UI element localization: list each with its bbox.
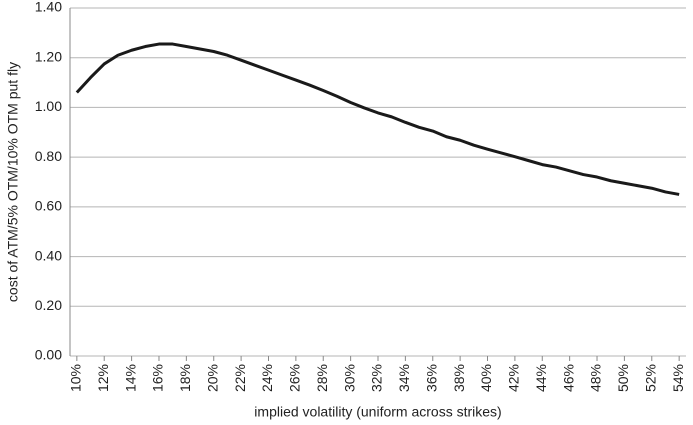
x-tick-label: 32% <box>369 364 385 392</box>
y-tick-label: 0.20 <box>35 297 62 313</box>
x-tick-label: 18% <box>177 364 193 392</box>
x-tick-label: 50% <box>615 364 631 392</box>
x-tick-label: 38% <box>451 364 467 392</box>
y-tick-label: 1.00 <box>35 98 62 114</box>
y-tick-label: 0.00 <box>35 347 62 363</box>
x-tick-label: 46% <box>560 364 576 392</box>
y-tick-label: 0.40 <box>35 247 62 263</box>
x-tick-label: 22% <box>232 364 248 392</box>
x-tick-label: 26% <box>287 364 303 392</box>
y-axis-title: cost of ATM/5% OTM/10% OTM put fly <box>5 62 21 302</box>
x-tick-label: 48% <box>588 364 604 392</box>
x-tick-label: 12% <box>95 364 111 392</box>
x-tick-label: 10% <box>68 364 84 392</box>
x-tick-label: 52% <box>642 364 658 392</box>
x-tick-label: 34% <box>396 364 412 392</box>
x-tick-label: 44% <box>533 364 549 392</box>
x-tick-label: 54% <box>670 364 686 392</box>
x-tick-label: 36% <box>423 364 439 392</box>
x-tick-label: 42% <box>506 364 522 392</box>
x-axis-title: implied volatility (uniform across strik… <box>254 404 501 420</box>
x-tick-label: 14% <box>122 364 138 392</box>
x-tick-label: 16% <box>150 364 166 392</box>
y-tick-label: 0.80 <box>35 148 62 164</box>
y-tick-label: 0.60 <box>35 198 62 214</box>
y-tick-label: 1.20 <box>35 48 62 64</box>
x-tick-label: 28% <box>314 364 330 392</box>
x-tick-label: 40% <box>478 364 494 392</box>
x-tick-label: 30% <box>341 364 357 392</box>
x-tick-label: 20% <box>204 364 220 392</box>
line-series <box>75 42 680 196</box>
y-tick-label: 1.40 <box>35 0 62 15</box>
x-tick-label: 24% <box>259 364 275 392</box>
